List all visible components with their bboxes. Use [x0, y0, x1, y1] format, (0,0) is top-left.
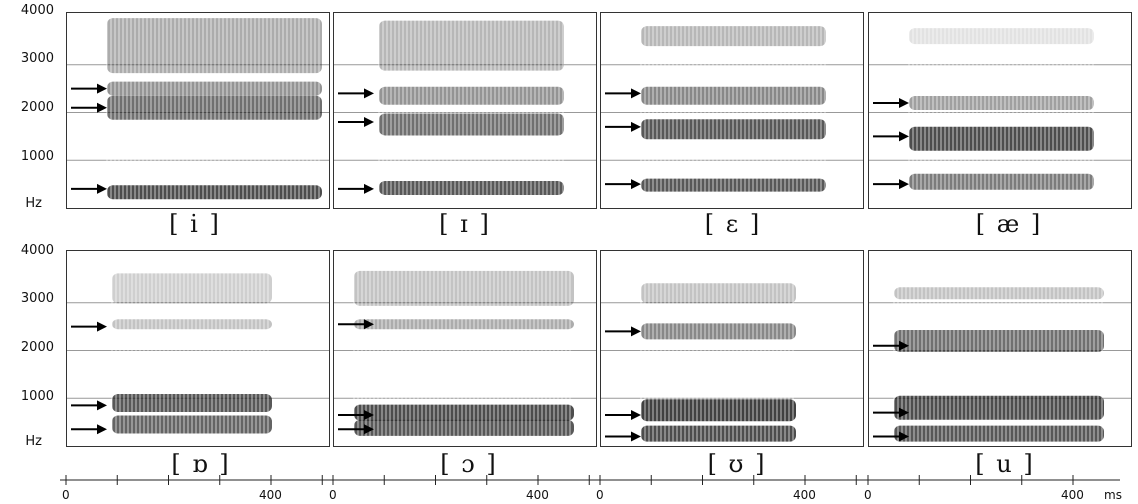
formant-band: [354, 270, 574, 306]
spectrogram-plot: [334, 17, 596, 208]
time-unit-ms: ms: [1104, 488, 1122, 502]
time-tick-label-400: 400: [1061, 488, 1084, 502]
spectrogram-plot: [869, 255, 1131, 446]
spectrogram-plot: [601, 17, 863, 208]
y-tick-4000: 4000: [20, 243, 54, 258]
vowel-label-ih: [ ɪ ]: [439, 210, 491, 238]
time-tick-label-400: 400: [259, 488, 282, 502]
spectrogram-plot: [601, 255, 863, 446]
time-tick-label-400: 400: [793, 488, 816, 502]
formant-arrow: [71, 102, 107, 113]
formant-arrow: [338, 424, 374, 435]
formant-arrow: [605, 326, 641, 337]
formant-arrow: [605, 409, 641, 420]
vowel-label-ae: [ æ ]: [975, 210, 1043, 238]
time-axis: [60, 475, 1120, 485]
formant-arrow: [873, 131, 909, 142]
formant-band: [354, 419, 574, 436]
spectrogram-plot: [334, 255, 596, 446]
y-unit-hz: Hz: [25, 434, 42, 449]
formant-arrow: [605, 431, 641, 442]
y-tick-2000: 2000: [20, 340, 54, 355]
time-tick-label-0: 0: [329, 488, 337, 502]
formant-arrow: [338, 117, 374, 128]
formant-band: [354, 319, 574, 330]
formant-arrow: [71, 321, 107, 332]
formant-arrow: [873, 340, 909, 351]
spectrogram-panel: [66, 12, 330, 209]
formant-arrow: [338, 88, 374, 99]
spectrogram-plot: [67, 255, 329, 446]
y-unit-hz: Hz: [25, 196, 42, 211]
spectrogram-panel: [333, 250, 597, 447]
formant-arrow: [605, 88, 641, 99]
vowel-label-eh: [ ɛ ]: [704, 210, 762, 238]
spectrogram-plot: [869, 17, 1131, 208]
time-tick-label-400: 400: [526, 488, 549, 502]
vowel-label-u: [ u ]: [975, 450, 1035, 478]
spectrogram-panel: [868, 12, 1132, 209]
time-tick-label-0: 0: [864, 488, 872, 502]
time-tick-label-0: 0: [62, 488, 70, 502]
time-tick-label-0: 0: [596, 488, 604, 502]
y-tick-1000: 1000: [20, 149, 54, 164]
spectrogram-panel: [333, 12, 597, 209]
spectrogram-panel: [600, 250, 864, 447]
formant-band: [354, 404, 574, 421]
y-tick-1000: 1000: [20, 389, 54, 404]
formant-arrow: [71, 400, 107, 411]
formant-arrow: [338, 319, 374, 330]
vowel-label-oh: [ ɔ ]: [440, 450, 498, 478]
spectrogram-panel: [868, 250, 1132, 447]
spectrogram-panel: [600, 12, 864, 209]
formant-arrow: [338, 183, 374, 194]
formant-arrow: [873, 179, 909, 190]
formant-arrow: [71, 183, 107, 194]
vowel-label-i: [ i ]: [169, 210, 221, 238]
formant-arrow: [873, 431, 909, 442]
formant-arrow: [71, 83, 107, 94]
y-tick-2000: 2000: [20, 100, 54, 115]
formant-arrow: [338, 409, 374, 420]
spectrogram-plot: [67, 17, 329, 208]
formant-arrow: [873, 97, 909, 108]
y-tick-3000: 3000: [20, 291, 54, 306]
formant-arrow: [873, 407, 909, 418]
spectrogram-panel: [66, 250, 330, 447]
vowel-label-o: [ ɒ ]: [171, 450, 231, 478]
formant-arrow: [605, 121, 641, 132]
y-tick-3000: 3000: [20, 51, 54, 66]
formant-arrow: [71, 424, 107, 435]
y-tick-4000: 4000: [20, 3, 54, 18]
vowel-label-uh: [ ʊ ]: [707, 450, 767, 478]
formant-arrow: [605, 179, 641, 190]
